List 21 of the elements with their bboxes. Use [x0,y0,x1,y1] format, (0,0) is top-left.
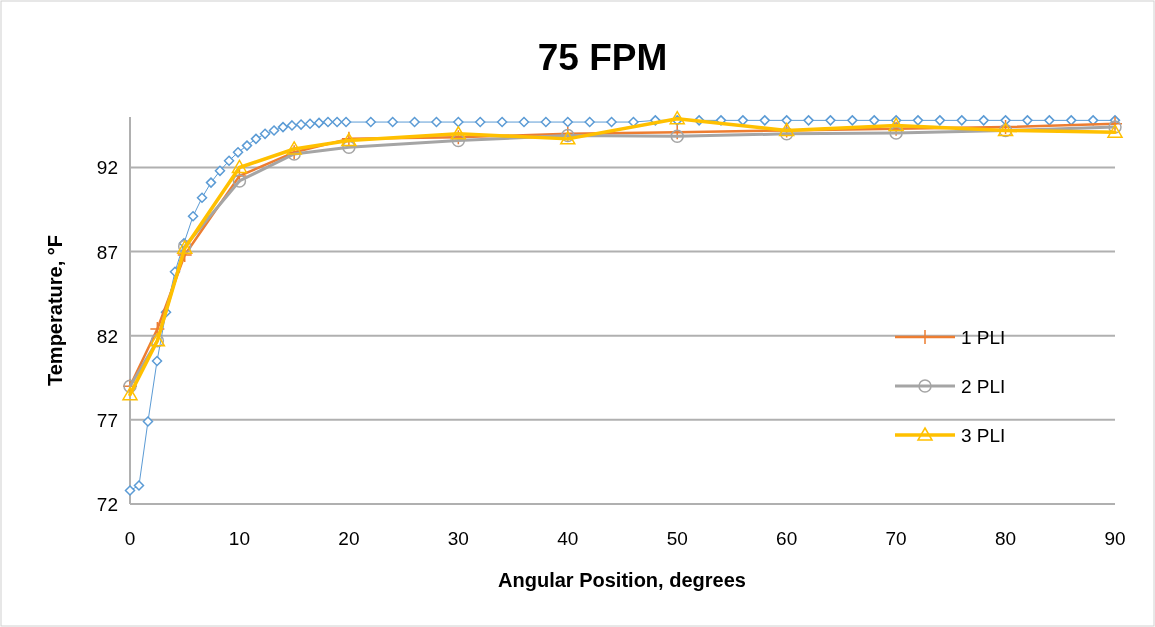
y-tick-label: 77 [96,409,118,431]
chart-title: 75 FPM [537,37,668,78]
y-tick-label: 87 [96,241,118,263]
x-tick-label: 90 [1104,528,1126,549]
x-tick-label: 80 [994,528,1017,549]
x-tick-label: 10 [228,528,251,549]
y-axis-title: Temperature, °F [44,235,66,386]
y-tick-label: 92 [96,157,118,179]
y-tick-label: 82 [96,325,118,347]
x-tick-label: 70 [885,528,907,549]
legend-label: 1 PLI [961,327,1006,348]
x-tick-label: 60 [776,528,798,549]
x-axis-title: Angular Position, degrees [498,569,746,591]
x-tick-label: 40 [557,528,579,549]
x-tick-label: 20 [338,528,360,549]
x-tick-label: 50 [666,528,688,549]
x-tick-label: 30 [447,528,469,549]
x-tick-label: 0 [124,528,136,549]
legend-label: 2 PLI [961,376,1006,397]
legend-label: 3 PLI [961,425,1006,446]
y-tick-label: 72 [96,494,118,515]
